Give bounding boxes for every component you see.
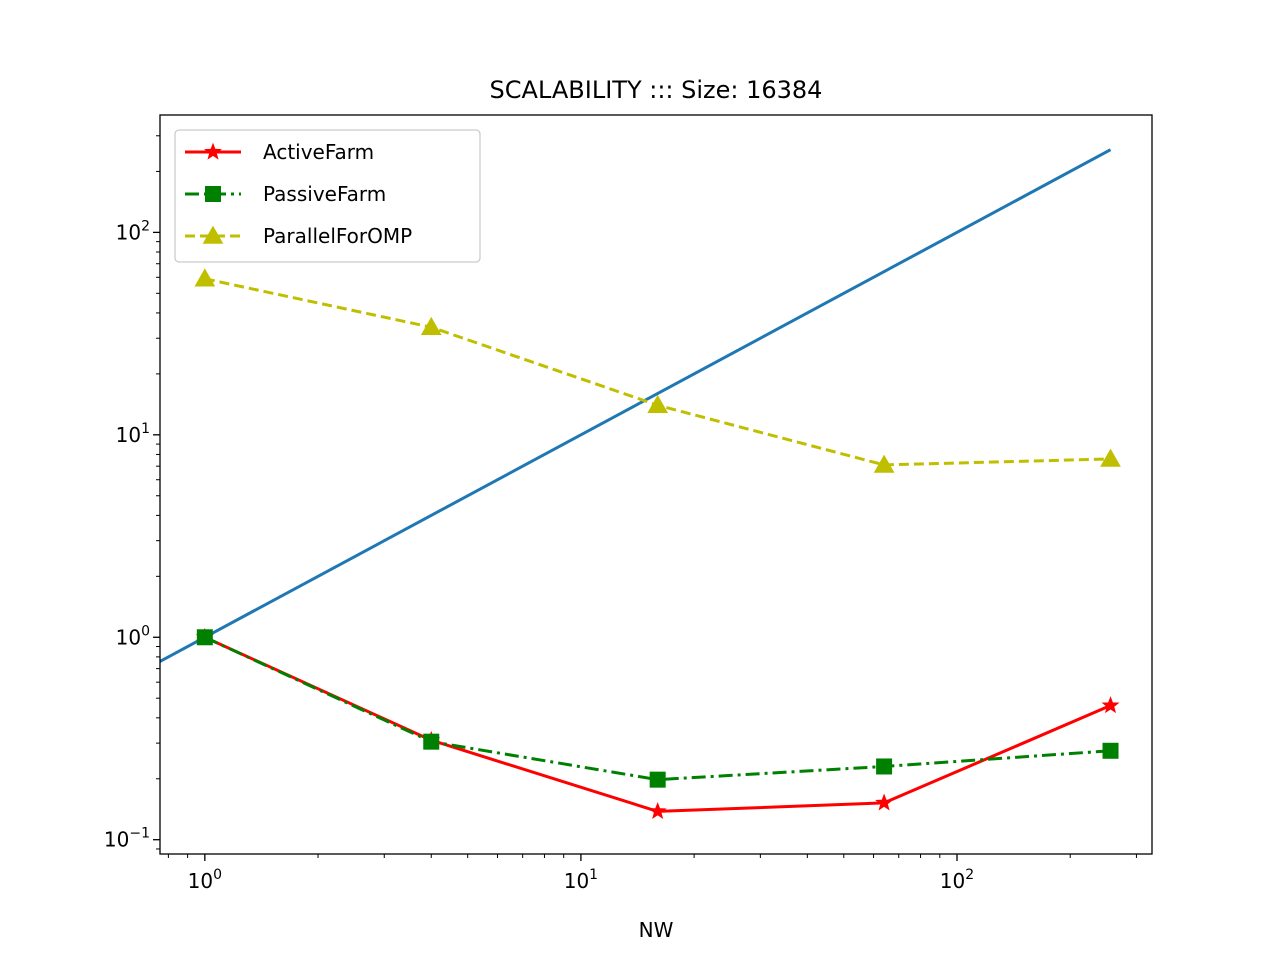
legend-box [174,129,481,263]
legend-item: PassiveFarm [185,182,386,206]
data-point [423,733,440,750]
legend-label: ParallelForOMP [263,224,412,248]
y-tick-label: 102 [116,218,150,244]
y-tick-label: 100 [116,623,150,649]
legend-item: ActiveFarm [185,140,374,164]
y-tick-label: 10−1 [104,826,150,852]
data-point [876,758,893,775]
ideal-line [160,148,1112,663]
data-point [649,771,666,788]
y-tick-label: 101 [116,421,150,447]
data-point [194,268,216,287]
series-passivefarm [196,629,1119,788]
data-point [875,793,894,811]
data-point [196,629,213,646]
x-tick-label: 101 [564,867,598,893]
data-point [1100,448,1121,467]
x-tick-label: 102 [940,867,974,893]
data-point [1102,742,1119,759]
legend: ActiveFarm PassiveFarm ParallelForOMP [174,129,481,263]
legend-item: ParallelForOMP [185,224,412,248]
data-point [648,801,667,820]
legend-marker [204,142,222,160]
data-point [873,454,895,473]
legend-label: ActiveFarm [263,140,374,164]
legend-marker [205,186,221,202]
series-parallelforomp [194,268,1121,473]
legend-marker [202,225,224,244]
data-point [1101,696,1120,714]
x-tick-label: 100 [188,867,222,893]
data-point [647,394,669,413]
x-axis-label: NW [639,918,674,942]
chart-title: SCALABILITY ::: Size: 16384 [490,76,823,104]
data-point [420,316,442,335]
ideal-line-layer [160,148,1112,663]
plot-frame [159,114,1153,855]
series-layer [194,268,1121,820]
legend-label: PassiveFarm [263,182,386,206]
axis-ticks: 100 101 102 10−1 100 101 102 [104,135,1137,893]
